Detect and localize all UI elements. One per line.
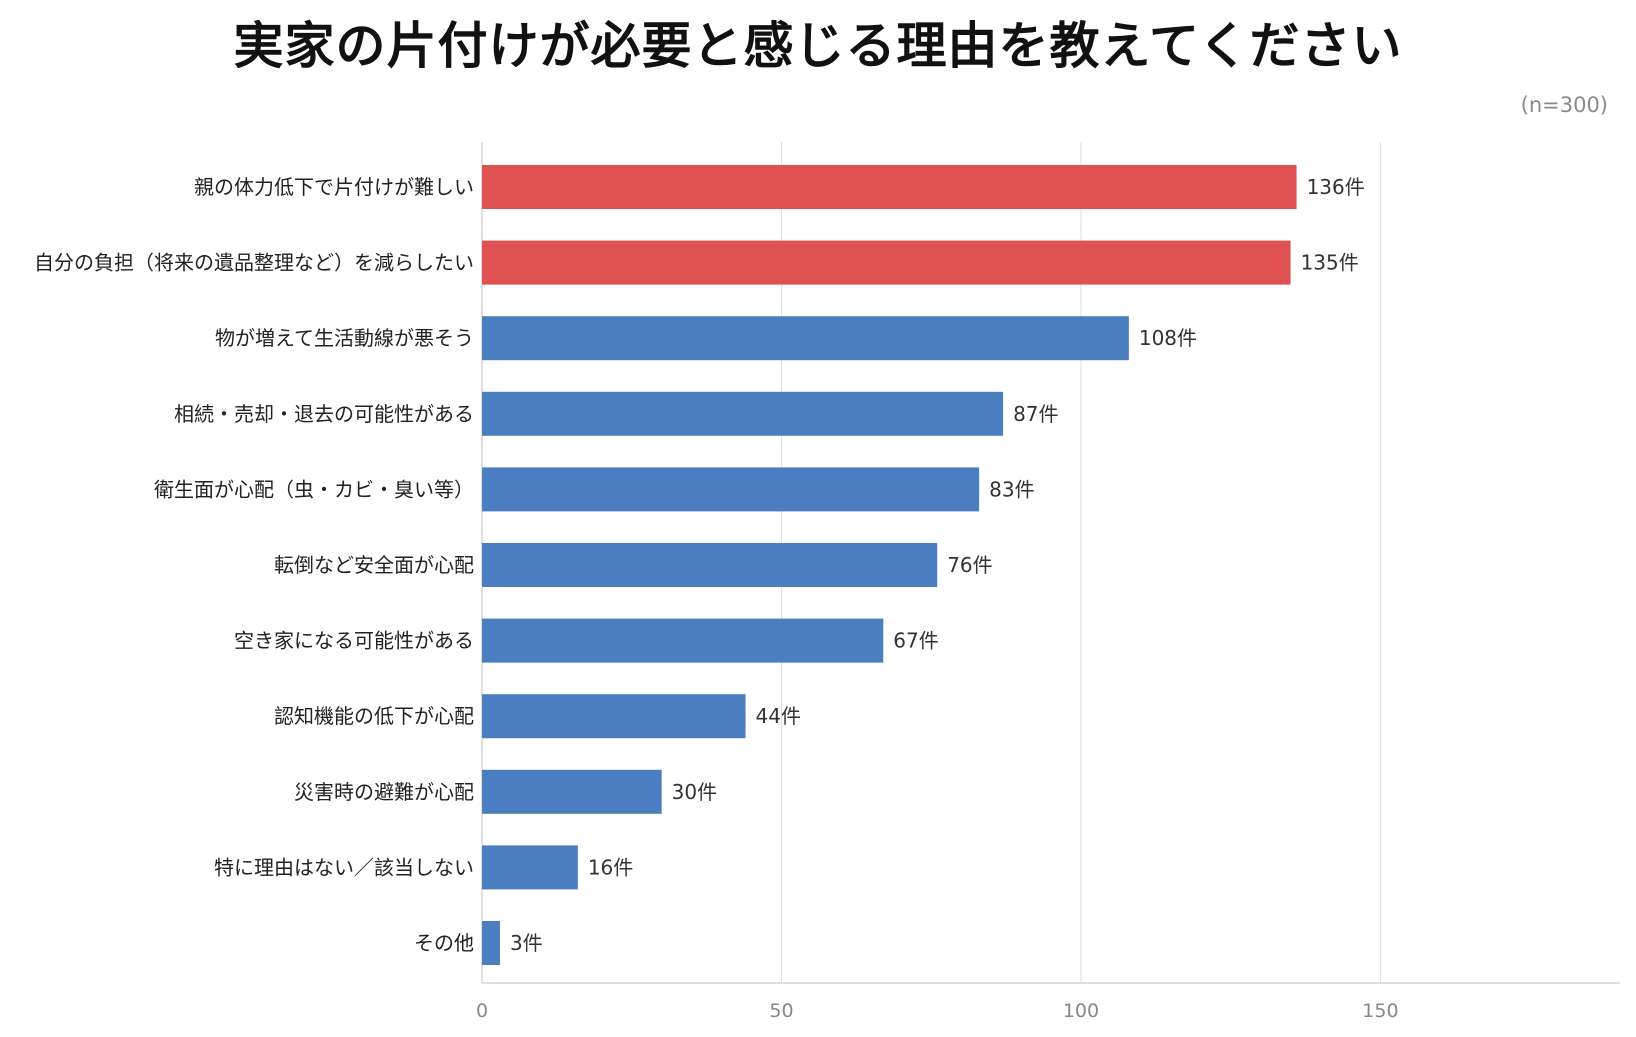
value-label-9: 16件	[588, 855, 633, 879]
category-label-7: 認知機能の低下が心配	[274, 704, 474, 728]
category-label-5: 転倒など安全面が心配	[274, 553, 474, 577]
bar-7	[482, 694, 746, 739]
category-label-9: 特に理由はない／該当しない	[214, 855, 474, 879]
category-label-1: 自分の負担（将来の遺品整理など）を減らしたい	[34, 251, 474, 275]
bar-0	[482, 165, 1297, 209]
bar-10	[482, 921, 500, 965]
value-label-10: 3件	[510, 931, 543, 955]
value-label-0: 136件	[1307, 175, 1365, 199]
category-label-10: その他	[414, 931, 474, 955]
x-tick-label-3: 150	[1362, 1000, 1398, 1022]
x-tick-label-1: 50	[769, 1000, 793, 1022]
value-label-8: 30件	[672, 780, 717, 804]
bar-4	[482, 467, 980, 512]
bar-6	[482, 618, 884, 663]
bar-1	[482, 240, 1291, 285]
category-label-4: 衛生面が心配（虫・カビ・臭い等）	[154, 477, 474, 501]
value-label-7: 44件	[756, 704, 801, 728]
x-tick-label-0: 0	[476, 1000, 488, 1022]
category-label-2: 物が増えて生活動線が悪そう	[215, 326, 474, 350]
value-label-2: 108件	[1139, 326, 1197, 350]
bar-5	[482, 543, 938, 587]
chart-title: 実家の片付けが必要と感じる理由を教えてください	[233, 17, 1403, 75]
x-tick-label-2: 100	[1063, 1000, 1099, 1022]
bar-8	[482, 769, 662, 814]
value-label-5: 76件	[947, 553, 992, 577]
value-label-6: 67件	[893, 629, 938, 653]
value-label-3: 87件	[1013, 402, 1058, 426]
value-label-4: 83件	[989, 477, 1034, 501]
category-label-0: 親の体力低下で片付けが難しい	[194, 175, 474, 199]
bar-3	[482, 391, 1004, 436]
category-label-3: 相続・売却・退去の可能性がある	[174, 402, 474, 426]
value-label-1: 135件	[1301, 251, 1359, 275]
category-label-8: 災害時の避難が心配	[294, 780, 474, 804]
bar-9	[482, 845, 578, 890]
category-label-6: 空き家になる可能性がある	[234, 629, 474, 653]
sample-size-note: (n=300)	[1520, 93, 1608, 117]
bar-2	[482, 316, 1129, 361]
